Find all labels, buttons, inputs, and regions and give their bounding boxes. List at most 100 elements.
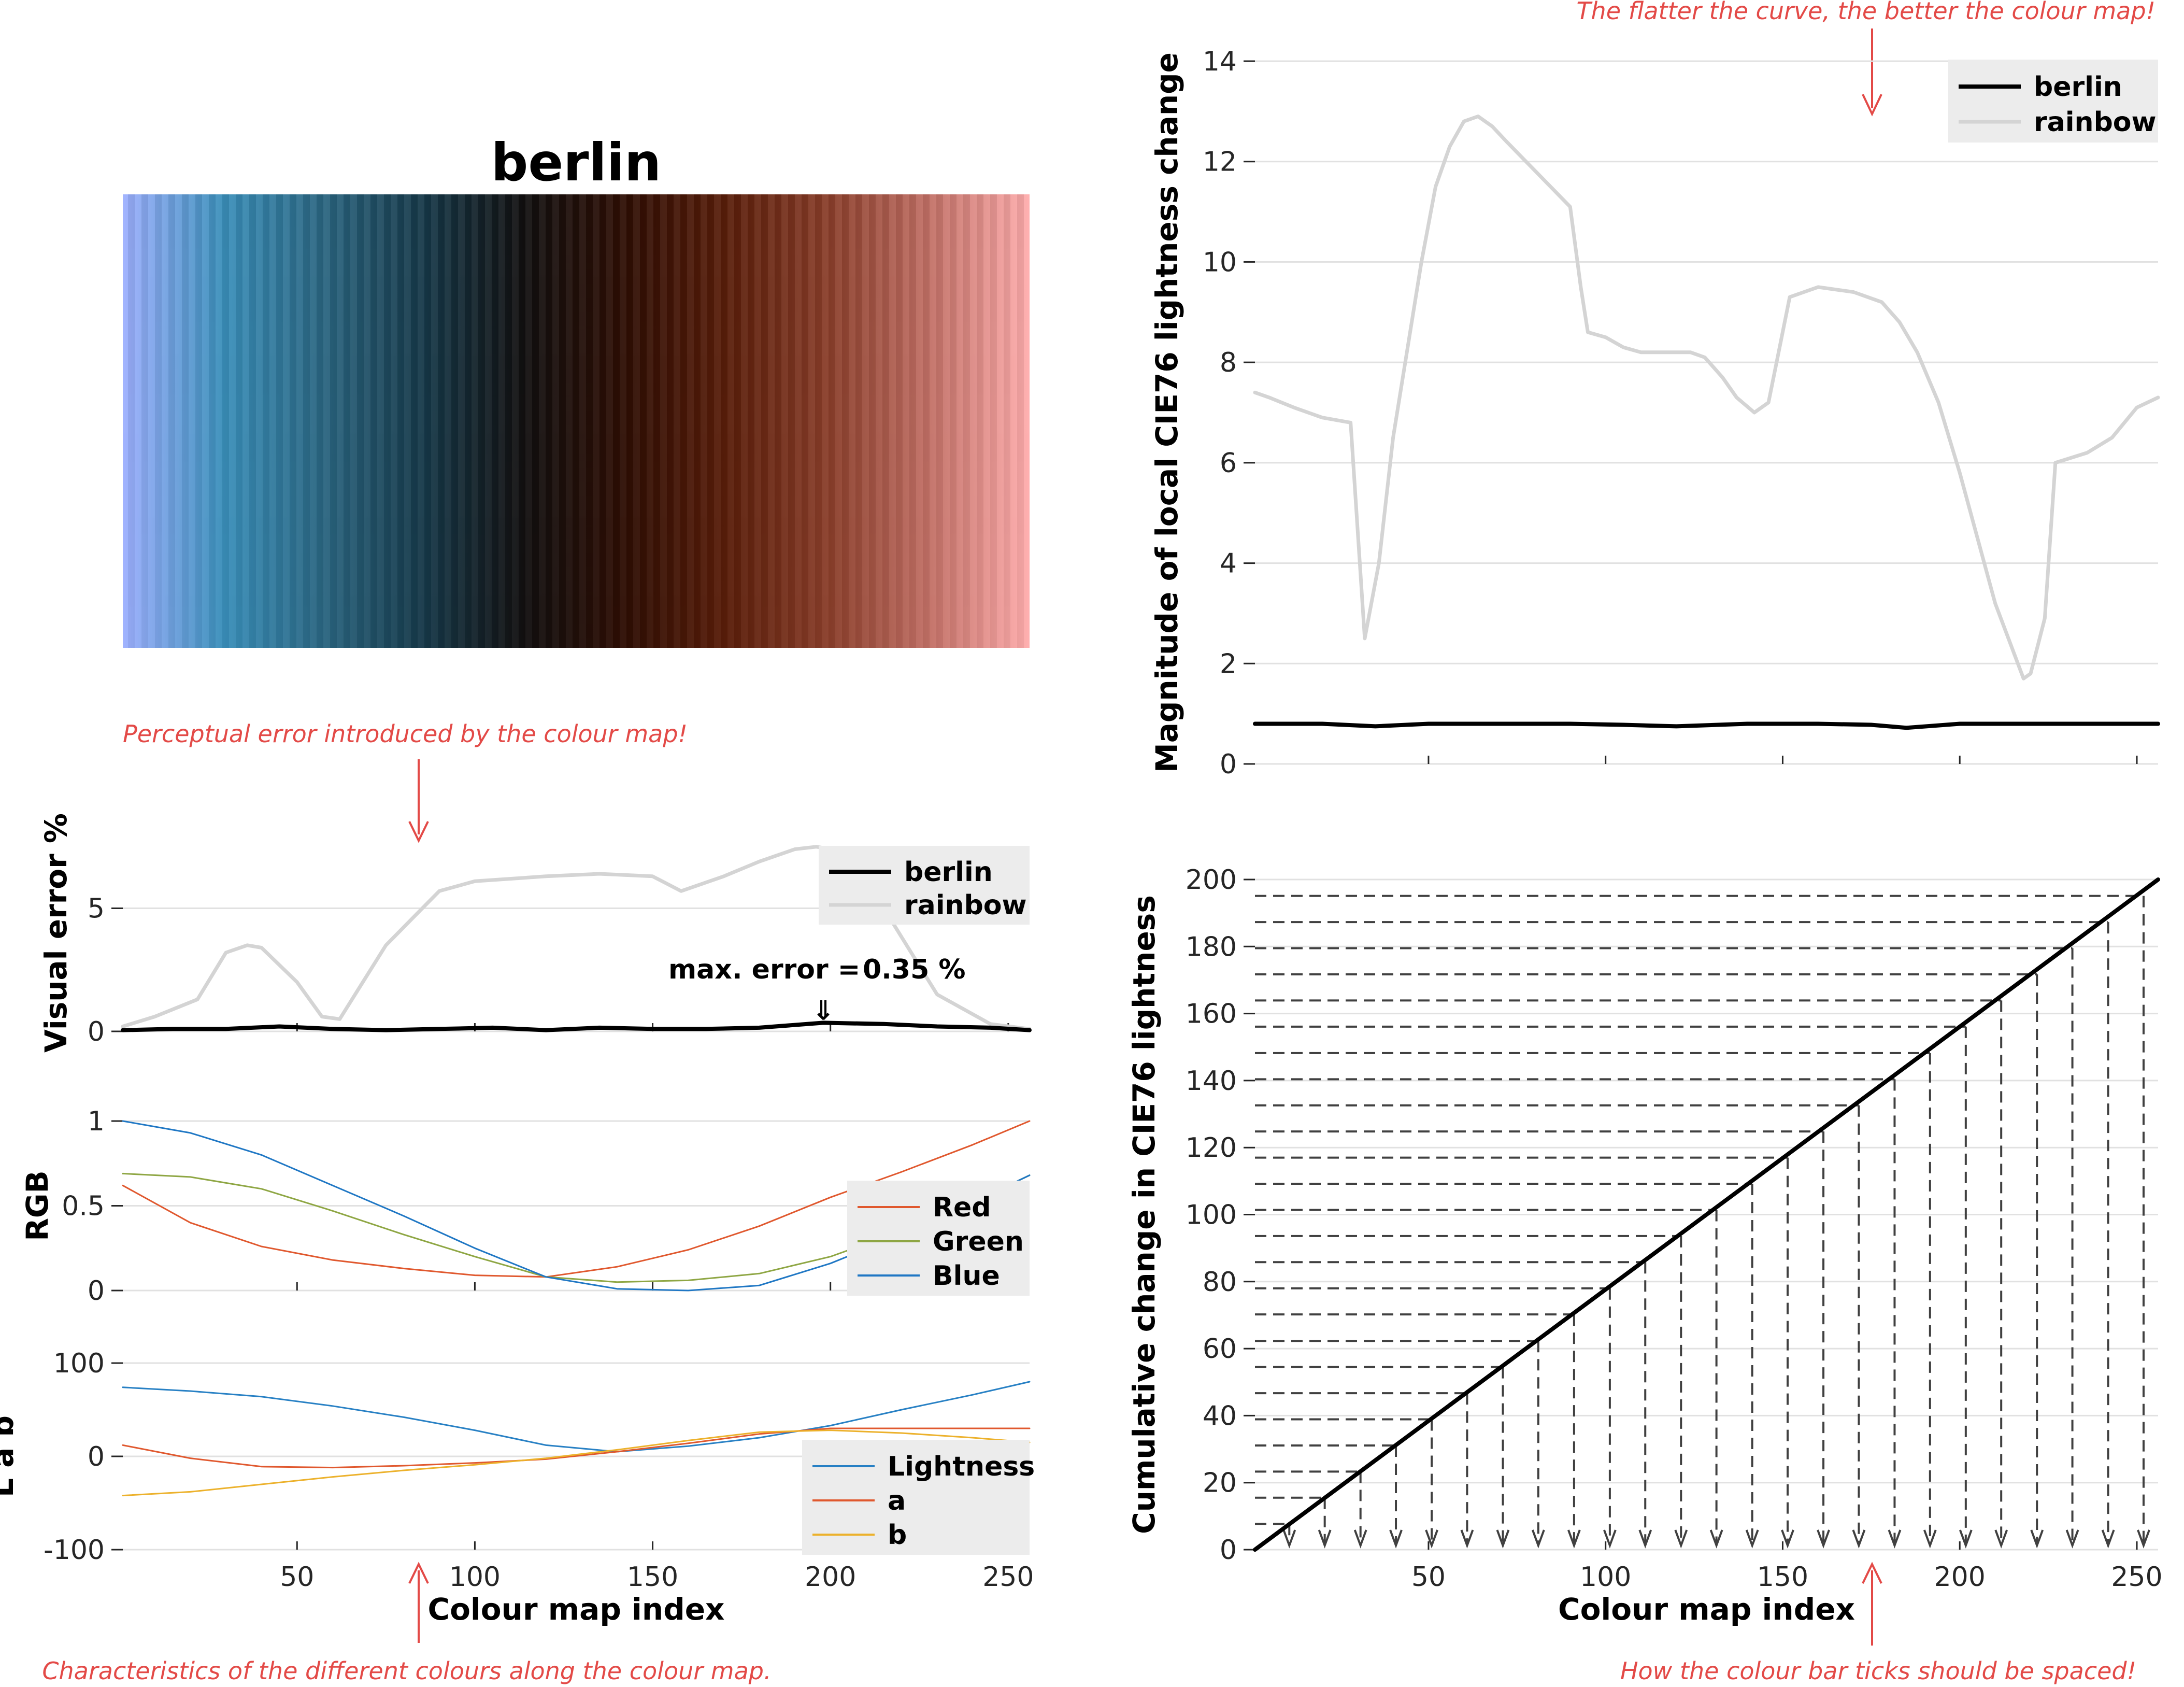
annotation-tick-spacing-arrow xyxy=(1862,1562,1882,1646)
x-tick-label: 50 xyxy=(280,1562,314,1593)
y-tick-label: 160 xyxy=(1186,999,1237,1030)
guide-arrowhead xyxy=(1709,1529,1723,1549)
series-line-berlin xyxy=(1253,877,2160,1552)
y-axis-label: RGB xyxy=(20,1170,55,1241)
y-tick-label: 10 xyxy=(1203,247,1237,278)
annotation-flatter-curve: The flatter the curve, the better the co… xyxy=(1576,0,2156,25)
legend-label-a: a xyxy=(888,1485,906,1516)
guide-arrowhead xyxy=(1781,1529,1794,1549)
guide-arrowhead xyxy=(2101,1529,2115,1549)
y-tick-label: 0 xyxy=(88,1441,105,1472)
legend-label-berlin: berlin xyxy=(2034,72,2122,103)
chart-cumulative: 0 20 40 60 80 100 120 140 160 180 200 50 100 150 200 25… xyxy=(1126,864,2163,1627)
legend-label-lightness: Lightness xyxy=(888,1451,1035,1482)
guide-arrowhead xyxy=(1674,1529,1688,1549)
guide-arrowhead xyxy=(2065,1529,2079,1549)
y-tick-label: 40 xyxy=(1203,1400,1237,1431)
x-tick-label: 150 xyxy=(627,1562,678,1593)
colormap-ripple-overlay xyxy=(123,194,1030,648)
legend-label-red: Red xyxy=(933,1192,991,1223)
y-tick-label: 4 xyxy=(1220,548,1237,579)
y-tick-label: 20 xyxy=(1203,1468,1237,1499)
y-axis-label: L a b xyxy=(0,1415,20,1497)
series-line-a xyxy=(122,1427,1031,1469)
guide-arrowhead xyxy=(1353,1529,1367,1549)
legend-box xyxy=(1948,60,2158,143)
x-axis-label: Colour map index xyxy=(1558,1592,1855,1627)
series-line-berlin xyxy=(1253,721,2160,730)
series-line-rainbow xyxy=(1253,115,2160,681)
y-tick-label: -100 xyxy=(44,1535,105,1566)
y-tick-label: 120 xyxy=(1186,1132,1237,1164)
annotation-perceptual-error: Perceptual error introduced by the colou… xyxy=(123,720,688,748)
annotation-characteristics: Characteristics of the different colours… xyxy=(42,1657,771,1685)
guide-arrowhead xyxy=(2137,1529,2150,1549)
y-tick-label: 100 xyxy=(53,1348,105,1379)
x-tick-label: 100 xyxy=(1580,1562,1631,1593)
annotation-flatter-arrow xyxy=(1862,29,1882,117)
x-tick-label: 100 xyxy=(449,1562,501,1593)
guide-arrowhead xyxy=(1603,1529,1617,1549)
max-error-label: max. error = xyxy=(668,954,860,985)
y-tick-label: 60 xyxy=(1203,1334,1237,1365)
annotation-characteristics-arrow xyxy=(408,1562,429,1643)
annotations: Perceptual error introduced by the colou… xyxy=(42,0,2156,1685)
x-tick-label: 150 xyxy=(1757,1562,1808,1593)
y-tick-label: 0 xyxy=(88,1275,105,1307)
y-tick-label: 8 xyxy=(1220,347,1237,378)
guide-arrowhead xyxy=(1638,1529,1652,1549)
x-tick-label: 250 xyxy=(2111,1562,2162,1593)
series-line-b xyxy=(122,1429,1031,1497)
y-tick-label: 14 xyxy=(1203,46,1237,77)
y-axis-label: Magnitude of local CIE76 lightness chang… xyxy=(1149,52,1184,773)
y-tick-label: 1 xyxy=(88,1106,105,1137)
legend-label-b: b xyxy=(888,1520,907,1551)
guide-arrowhead xyxy=(1567,1529,1581,1549)
y-tick-label: 180 xyxy=(1186,931,1237,962)
guide-arrowhead xyxy=(1460,1529,1474,1549)
y-tick-label: 0 xyxy=(88,1016,105,1047)
y-tick-label: 5 xyxy=(88,894,105,925)
colormap-panel: berlin xyxy=(123,132,1030,648)
guide-arrowhead xyxy=(1745,1529,1759,1549)
guide-arrowhead xyxy=(1817,1529,1830,1549)
x-axis-label: Colour map index xyxy=(428,1592,725,1627)
guide-arrowhead xyxy=(1496,1529,1510,1549)
x-tick-label: 250 xyxy=(982,1562,1034,1593)
guide-arrowhead xyxy=(1425,1529,1438,1549)
y-tick-label: 0 xyxy=(1220,1535,1237,1566)
x-tick-label: 200 xyxy=(805,1562,856,1593)
y-tick-label: 140 xyxy=(1186,1066,1237,1097)
legend-label-rainbow: rainbow xyxy=(904,890,1027,921)
guide-arrowhead xyxy=(1994,1529,2008,1549)
x-tick-label: 200 xyxy=(1934,1562,1986,1593)
y-tick-label: 0.5 xyxy=(62,1191,105,1222)
annotation-tick-spacing: How the colour bar ticks should be space… xyxy=(1620,1657,2136,1685)
guide-arrowhead xyxy=(1888,1529,1902,1549)
guide-arrowhead xyxy=(1282,1529,1296,1549)
guide-arrowhead xyxy=(1531,1529,1545,1549)
y-tick-label: 80 xyxy=(1203,1267,1237,1298)
guide-arrowhead xyxy=(1318,1529,1332,1549)
legend-label-berlin: berlin xyxy=(904,857,993,888)
guide-arrowhead xyxy=(2030,1529,2044,1549)
y-tick-label: 200 xyxy=(1186,864,1237,896)
guide-arrowhead xyxy=(1923,1529,1937,1549)
max-error-arrow: ⇓ xyxy=(812,995,835,1026)
series-line-berlin xyxy=(121,1020,1032,1032)
chart-lab: -100 0 100 50 100 150 200 250 L a b Colour map in… xyxy=(0,1348,1035,1627)
y-tick-label: 2 xyxy=(1220,648,1237,679)
y-tick-label: 12 xyxy=(1203,147,1237,178)
max-error-value: 0.35 % xyxy=(863,954,966,985)
y-axis-label: Cumulative change in CIE76 lightness xyxy=(1126,895,1162,1534)
annotation-perceptual-arrow xyxy=(408,759,429,843)
series-line-red xyxy=(122,1120,1031,1278)
chart-local-lightness: 0 2 4 6 8 10 12 14 Magnitude of local CIE76 ligh… xyxy=(1149,46,2160,780)
x-tick-label: 50 xyxy=(1411,1562,1446,1593)
y-axis-label: Visual error % xyxy=(38,813,74,1053)
y-tick-label: 6 xyxy=(1220,448,1237,479)
legend-label-blue: Blue xyxy=(933,1260,1000,1292)
